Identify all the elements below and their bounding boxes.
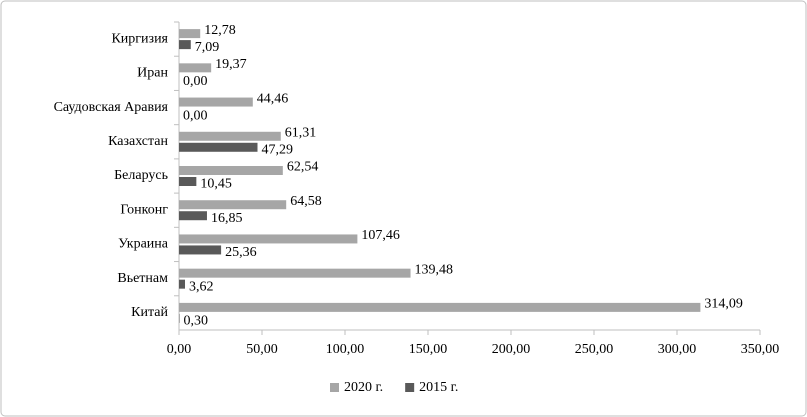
value-label: 3,62 [189,279,214,294]
value-label: 107,46 [361,228,400,243]
value-label: 0,30 [183,314,208,329]
bar [179,97,253,107]
bar [179,245,222,255]
x-tick-label: 50,00 [246,342,278,357]
value-label: 0,00 [183,108,208,123]
x-tick-label: 200,00 [492,342,531,357]
y-tick-label: Киргизия [111,31,168,46]
legend-label: 2015 г. [419,380,458,395]
value-label: 19,37 [215,57,247,72]
bar [179,40,191,50]
legend-label: 2020 г. [344,380,383,395]
bar [179,177,197,186]
x-tick-label: 250,00 [575,342,614,357]
legend-swatch [405,383,415,392]
bar [179,131,281,141]
value-label: 61,31 [285,125,317,140]
x-tick-label: 300,00 [658,342,697,357]
bar [179,29,201,39]
x-tick-label: 0,00 [167,342,192,357]
y-tick-label: Гонконг [120,202,168,217]
value-label: 44,46 [257,91,289,106]
value-label: 62,54 [287,160,319,175]
value-label: 314,09 [704,297,743,312]
value-label: 10,45 [200,177,232,192]
y-tick-label: Беларусь [114,168,168,183]
bar [179,234,358,244]
bar [179,63,212,73]
bar [179,211,207,221]
y-tick-label: Китай [131,305,168,320]
value-label: 0,00 [183,74,208,89]
x-tick-label: 150,00 [409,342,448,357]
value-label: 47,29 [262,142,294,157]
bar [179,268,411,278]
bar [179,302,701,312]
x-tick-label: 350,00 [741,342,780,357]
bar [179,166,283,175]
y-tick-label: Иран [137,66,168,81]
value-label: 139,48 [415,262,454,277]
y-tick-label: Саудовская Аравия [54,100,169,115]
y-tick-label: Вьетнам [117,271,168,286]
x-tick-label: 100,00 [326,342,365,357]
y-tick-label: Украина [118,237,169,252]
legend-swatch [330,383,339,392]
value-label: 64,58 [290,194,322,209]
value-label: 25,36 [225,245,257,260]
bar [179,200,287,210]
value-label: 16,85 [211,211,243,226]
value-label: 12,78 [204,23,236,38]
bar [179,279,186,289]
bar [179,142,258,152]
y-tick-label: Казахстан [108,134,168,149]
value-label: 7,09 [195,40,220,55]
